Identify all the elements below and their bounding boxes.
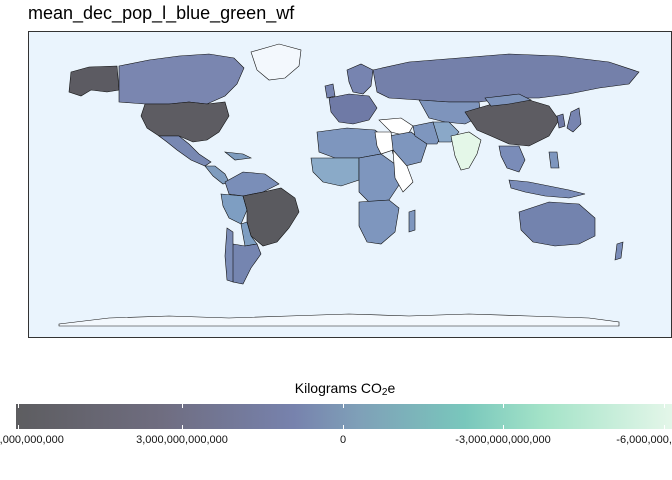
legend-tick-5 [664,404,665,408]
legend-label-2: 3,000,000,000,000 [136,434,228,446]
region-caribbean [224,151,253,161]
region-northern-south-america [224,171,280,197]
country-usa [140,101,230,143]
country-madagascar [408,209,416,233]
country-new-zealand [614,241,624,261]
region-antarctica [58,313,620,327]
legend-title: Kilograms CO2e [294,380,396,398]
country-russia [372,53,640,103]
country-mongolia [484,93,532,107]
world-choropleth-map [58,43,640,327]
legend-tick-5-bottom [664,425,665,429]
legend-colorbar [16,404,672,429]
region-southeast-asia [498,145,526,173]
country-india [450,131,482,171]
country-japan [566,107,582,133]
legend-label-3: 0 [339,434,347,446]
map-title: mean_dec_pop_l_blue_green_wf [28,3,295,23]
legend-tick-2 [182,404,183,408]
country-greenland [250,43,302,81]
country-peru [220,193,248,225]
country-bolivia-paraguay [240,221,258,247]
region-central-africa [358,153,402,203]
country-brazil [242,187,300,247]
region-east-africa [392,149,414,193]
legend-label-5: -6,000,000,000,000 [616,434,672,446]
region-scandinavia [346,63,374,95]
country-argentina [230,243,262,285]
world-map-panel [28,31,672,338]
country-mexico [158,135,212,167]
legend-tick-2-bottom [182,425,183,429]
region-central-america [204,165,230,185]
country-korea [556,113,566,129]
country-alaska [68,65,120,97]
country-egypt [374,131,394,155]
region-southern-africa [358,199,400,245]
legend-label-4: -3,000,000,000,000 [455,434,551,446]
region-west-africa [310,157,360,187]
legend-tick-3-bottom [343,425,344,429]
legend-tick-4 [503,404,504,408]
legend-label-1: 6,000,000,000,000 [0,434,64,446]
legend-tick-4-bottom [503,425,504,429]
region-western-europe [328,93,378,125]
legend-tick-1 [18,404,19,408]
country-canada [118,53,245,105]
country-chile [224,227,234,283]
country-turkey-middle-east [378,117,414,137]
country-australia [518,201,596,247]
country-philippines [548,151,560,169]
legend-tick-1-bottom [18,425,19,429]
country-uk-ireland [324,83,336,99]
country-indonesia [508,179,586,199]
legend-tick-3 [343,404,344,408]
